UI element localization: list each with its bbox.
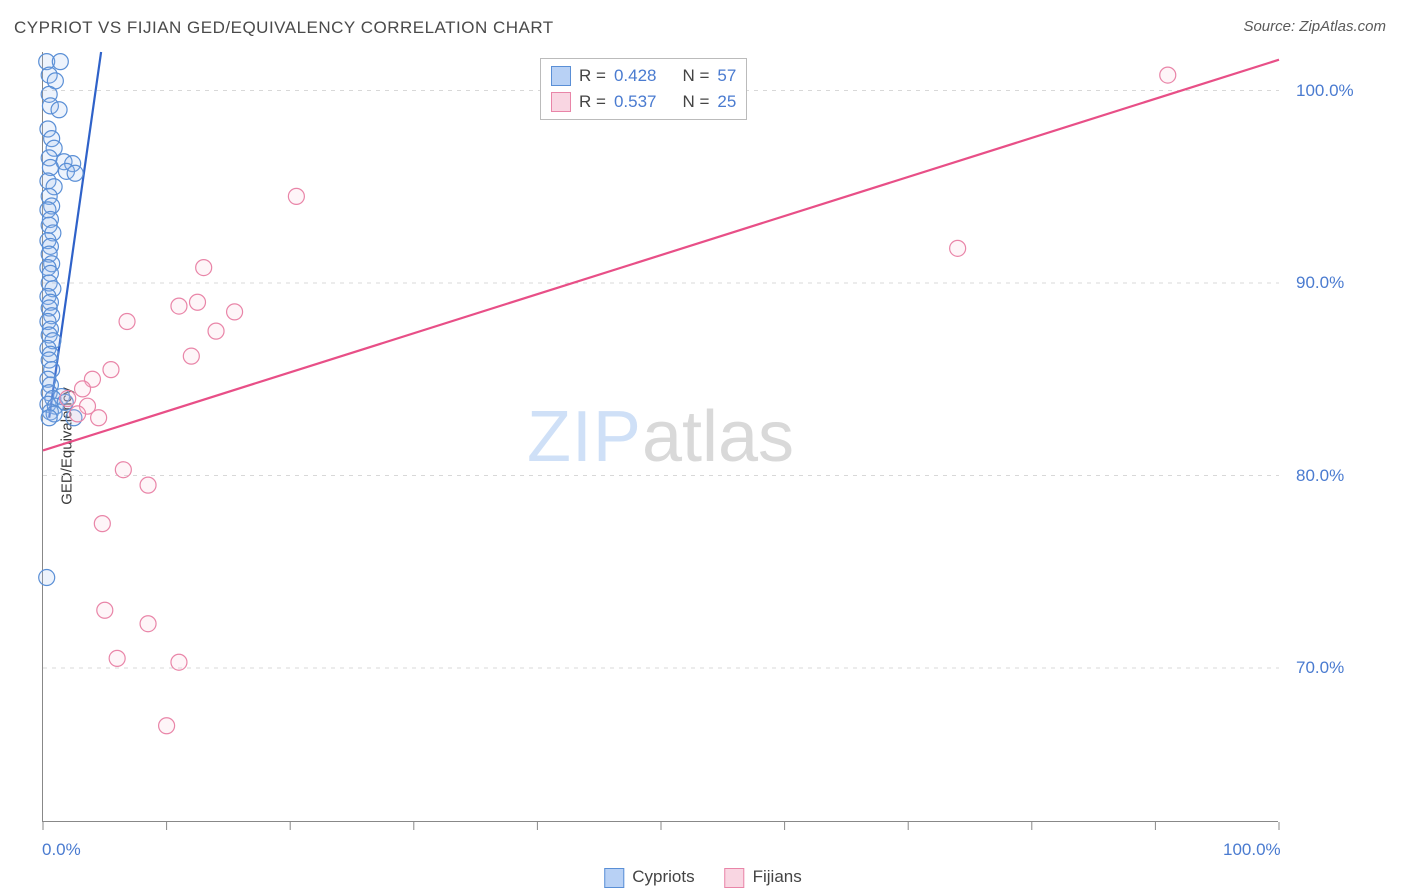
legend-series-label: Cypriots (632, 867, 694, 886)
chart-svg (43, 52, 1279, 822)
n-value: 57 (717, 66, 736, 86)
legend-series-label: Fijians (753, 867, 802, 886)
x-tick-label: 0.0% (42, 840, 81, 860)
r-value: 0.428 (614, 66, 657, 86)
legend-stats: R = 0.428 N = 57 R = 0.537 N = 25 (540, 58, 747, 120)
plot-area: ZIPatlas (42, 52, 1278, 822)
legend-swatch (551, 92, 571, 112)
y-tick-label: 70.0% (1296, 658, 1344, 678)
legend-series-item: Fijians (725, 867, 802, 888)
x-tick-label: 100.0% (1223, 840, 1281, 860)
legend-series-item: Cypriots (604, 867, 694, 888)
r-label: R = (579, 92, 606, 112)
y-tick-label: 80.0% (1296, 466, 1344, 486)
legend-swatch (551, 66, 571, 86)
chart-title: CYPRIOT VS FIJIAN GED/EQUIVALENCY CORREL… (14, 18, 554, 38)
y-tick-label: 90.0% (1296, 273, 1344, 293)
legend-stats-row: R = 0.537 N = 25 (551, 89, 736, 115)
y-tick-label: 100.0% (1296, 81, 1354, 101)
n-label: N = (682, 66, 709, 86)
r-label: R = (579, 66, 606, 86)
n-label: N = (682, 92, 709, 112)
r-value: 0.537 (614, 92, 657, 112)
legend-swatch (604, 868, 624, 888)
source-label: Source: ZipAtlas.com (1243, 18, 1386, 35)
legend-series: Cypriots Fijians (604, 867, 801, 888)
legend-stats-row: R = 0.428 N = 57 (551, 63, 736, 89)
n-value: 25 (717, 92, 736, 112)
legend-swatch (725, 868, 745, 888)
